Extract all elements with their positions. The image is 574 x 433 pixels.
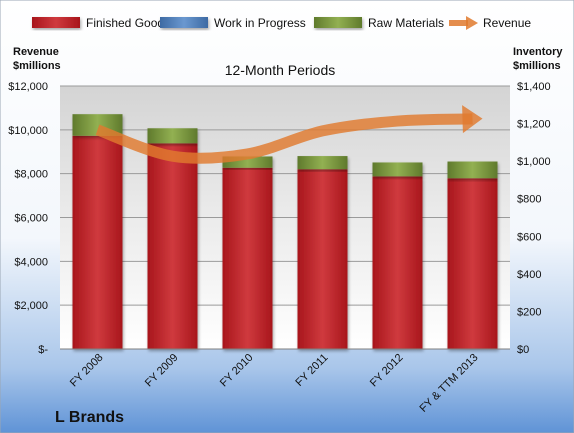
bar-finished-goods	[372, 176, 423, 349]
bar-raw-materials	[447, 161, 498, 179]
bar-raw-materials	[297, 156, 348, 170]
bar-finished-goods	[297, 169, 348, 349]
bar-finished-goods	[222, 167, 273, 349]
legend-swatch-work-in-progress	[160, 17, 208, 28]
bar-finished-goods	[147, 143, 198, 349]
revenue-line	[95, 105, 483, 164]
gridlines	[60, 85, 510, 306]
company-name: L Brands	[55, 409, 124, 426]
legend-swatch-finished-goods	[32, 17, 80, 28]
right-tick-label: $1,000	[517, 156, 551, 168]
right-tick-label: $1,400	[517, 81, 551, 93]
right-tick-label: $400	[517, 269, 541, 281]
right-axis-title: Inventory $millions	[513, 46, 563, 72]
left-tick-label: $-	[38, 344, 48, 356]
legend-label-revenue: Revenue	[483, 16, 531, 30]
legend-label-finished-goods: Finished Goods	[86, 16, 170, 30]
legend-label-raw-materials: Raw Materials	[368, 16, 444, 30]
right-tick-label: $0	[517, 344, 529, 356]
bar-raw-materials	[372, 162, 423, 177]
left-tick-label: $10,000	[8, 125, 48, 137]
bars	[72, 114, 498, 349]
legend-swatch-raw-materials	[314, 17, 362, 28]
left-axis-ticks: $- $2,000 $4,000 $6,000 $8,000 $10,000 $12,000	[8, 81, 48, 356]
chart-subtitle: 12-Month Periods	[225, 62, 336, 78]
right-tick-label: $200	[517, 306, 541, 318]
bar-finished-goods	[447, 178, 498, 349]
revenue-line-path	[95, 113, 473, 164]
left-tick-label: $2,000	[14, 300, 48, 312]
revenue-arrowhead	[462, 105, 483, 134]
left-axis-title: Revenue $millions	[13, 46, 61, 72]
right-axis-ticks: $0 $200 $400 $600 $800 $1,000 $1,200 $1,400	[517, 81, 551, 356]
left-tick-label: $4,000	[14, 256, 48, 268]
legend: Finished Goods Work in Progress Raw Mate…	[32, 16, 531, 30]
left-tick-label: $6,000	[14, 213, 48, 225]
right-tick-label: $600	[517, 231, 541, 243]
right-tick-label: $800	[517, 194, 541, 206]
legend-swatch-revenue	[449, 16, 478, 30]
left-tick-label: $12,000	[8, 81, 48, 93]
bar-raw-materials	[147, 128, 198, 144]
right-tick-label: $1,200	[517, 119, 551, 131]
bar-raw-materials	[222, 156, 273, 168]
bar-finished-goods	[72, 135, 123, 349]
left-tick-label: $8,000	[14, 169, 48, 181]
legend-label-work-in-progress: Work in Progress	[214, 16, 306, 30]
